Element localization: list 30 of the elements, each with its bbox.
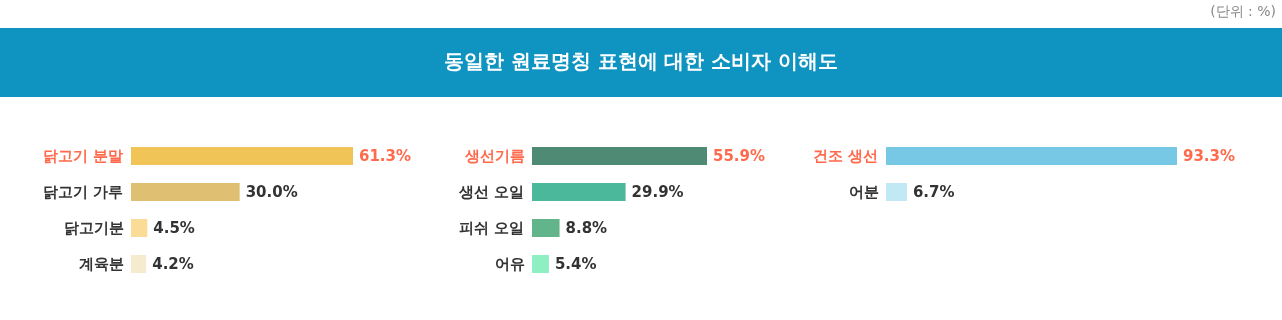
bar bbox=[131, 183, 240, 201]
y-tick-label: 닭고기 가루 bbox=[43, 183, 124, 201]
bar bbox=[532, 183, 626, 201]
data-label: 8.8% bbox=[565, 219, 608, 237]
bar bbox=[532, 219, 560, 237]
bar bbox=[532, 147, 707, 165]
data-label: 4.5% bbox=[153, 219, 195, 237]
data-label: 6.7% bbox=[912, 183, 955, 201]
y-tick-label: 피쉬 오일 bbox=[459, 219, 525, 237]
text: (단위 : %) bbox=[1210, 3, 1276, 19]
data-label: 30.0% bbox=[245, 183, 298, 201]
bar bbox=[131, 255, 147, 273]
y-tick-label: 생선기름 bbox=[463, 147, 525, 165]
data-label: 5.4% bbox=[554, 255, 597, 273]
data-label: 93.3% bbox=[1183, 147, 1236, 165]
y-tick-label: 생선 오일 bbox=[458, 183, 525, 201]
y-tick-label: 건조 생선 bbox=[813, 147, 879, 165]
y-tick-label: 계육분 bbox=[78, 255, 124, 273]
y-tick-label: 어분 bbox=[848, 183, 879, 201]
bar bbox=[532, 255, 549, 273]
data-label: 61.3% bbox=[359, 147, 412, 165]
data-label: 4.2% bbox=[152, 255, 194, 273]
y-tick-label: 닭고기 분말 bbox=[43, 147, 124, 165]
data-label: 55.9% bbox=[713, 147, 766, 165]
text: 동일한 원료명칭 표현에 대한 소비자 이해도 bbox=[443, 49, 839, 73]
bar bbox=[131, 147, 353, 165]
bar bbox=[131, 219, 148, 237]
data-label: 29.9% bbox=[631, 183, 684, 201]
y-tick-label: 닭고기분 bbox=[63, 219, 124, 237]
y-tick-label: 어유 bbox=[494, 255, 525, 273]
